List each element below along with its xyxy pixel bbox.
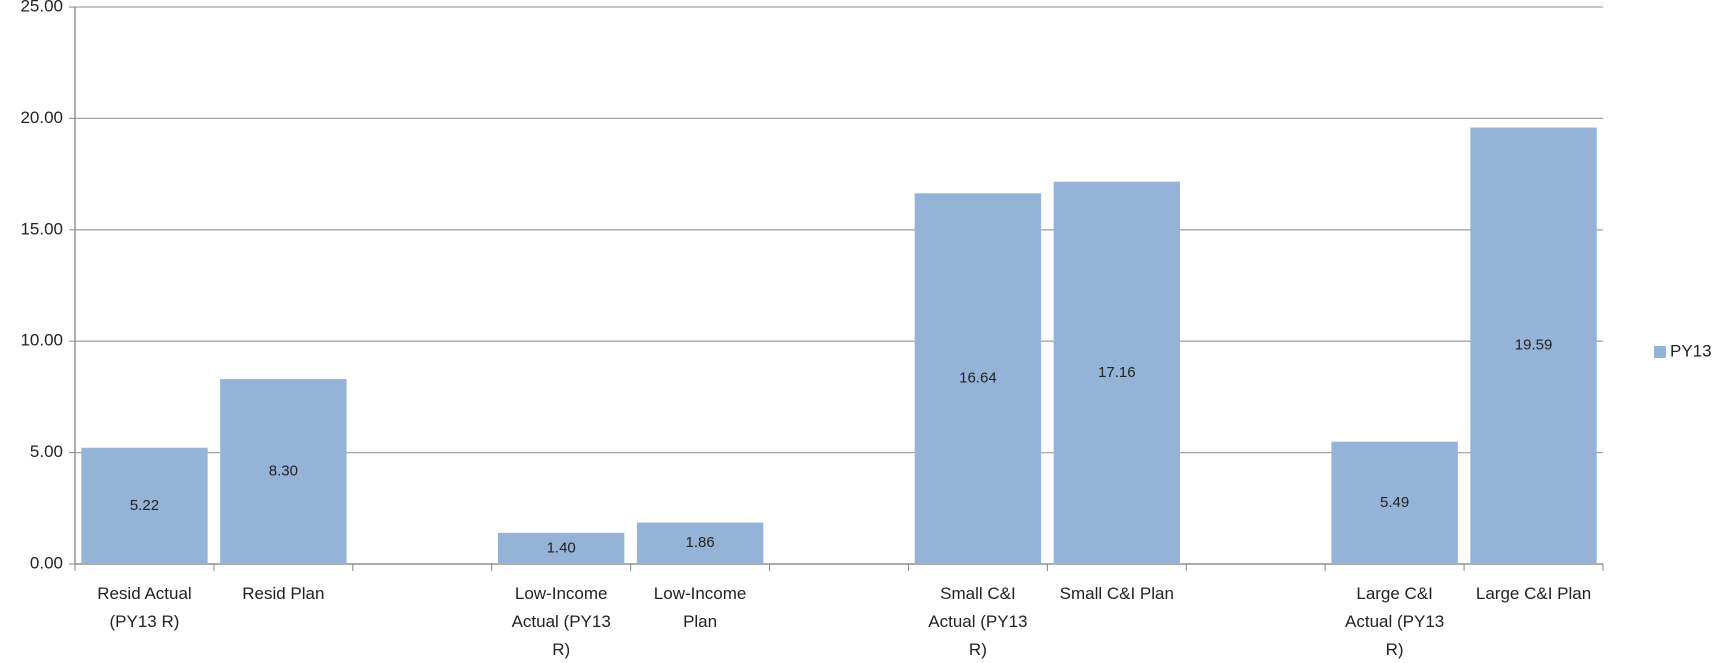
bar — [1470, 127, 1597, 565]
y-tick-label: 0.00 — [30, 553, 63, 572]
x-tick-label: Small C&I Actual (PY13 R) — [928, 584, 1027, 659]
x-tick-label: Low-Income Plan — [654, 584, 747, 631]
legend-swatch — [1654, 346, 1666, 358]
x-tick-label: Small C&I Plan — [1060, 584, 1174, 603]
y-tick-label: 5.00 — [30, 442, 63, 461]
value-label: 19.59 — [1515, 337, 1553, 354]
value-label: 17.16 — [1098, 364, 1136, 381]
bar — [914, 193, 1042, 564]
bar — [497, 532, 625, 564]
legend-label: PY13 — [1670, 341, 1712, 360]
x-tick-label: Large C&I Actual (PY13 R) — [1345, 584, 1444, 659]
bar — [81, 447, 208, 564]
value-label: 5.22 — [130, 497, 159, 514]
bar — [1331, 441, 1458, 564]
value-label: 16.64 — [959, 370, 997, 387]
bar — [1053, 181, 1181, 564]
value-label: 8.30 — [269, 463, 298, 480]
y-tick-label: 25.00 — [20, 0, 63, 15]
value-label: 1.40 — [547, 539, 576, 556]
bar — [220, 379, 347, 564]
x-tick-label: Large C&I Plan — [1476, 584, 1591, 603]
y-tick-label: 20.00 — [20, 108, 63, 127]
x-tick-label: Low-Income Actual (PY13 R) — [512, 584, 611, 659]
x-tick-label: Resid Plan — [242, 584, 324, 603]
value-label: 1.86 — [685, 534, 714, 551]
x-tick-label: Resid Actual (PY13 R) — [97, 584, 192, 631]
y-tick-label: 15.00 — [20, 219, 63, 238]
bar — [636, 522, 764, 564]
value-label: 5.49 — [1380, 494, 1409, 511]
y-tick-label: 10.00 — [20, 331, 63, 350]
